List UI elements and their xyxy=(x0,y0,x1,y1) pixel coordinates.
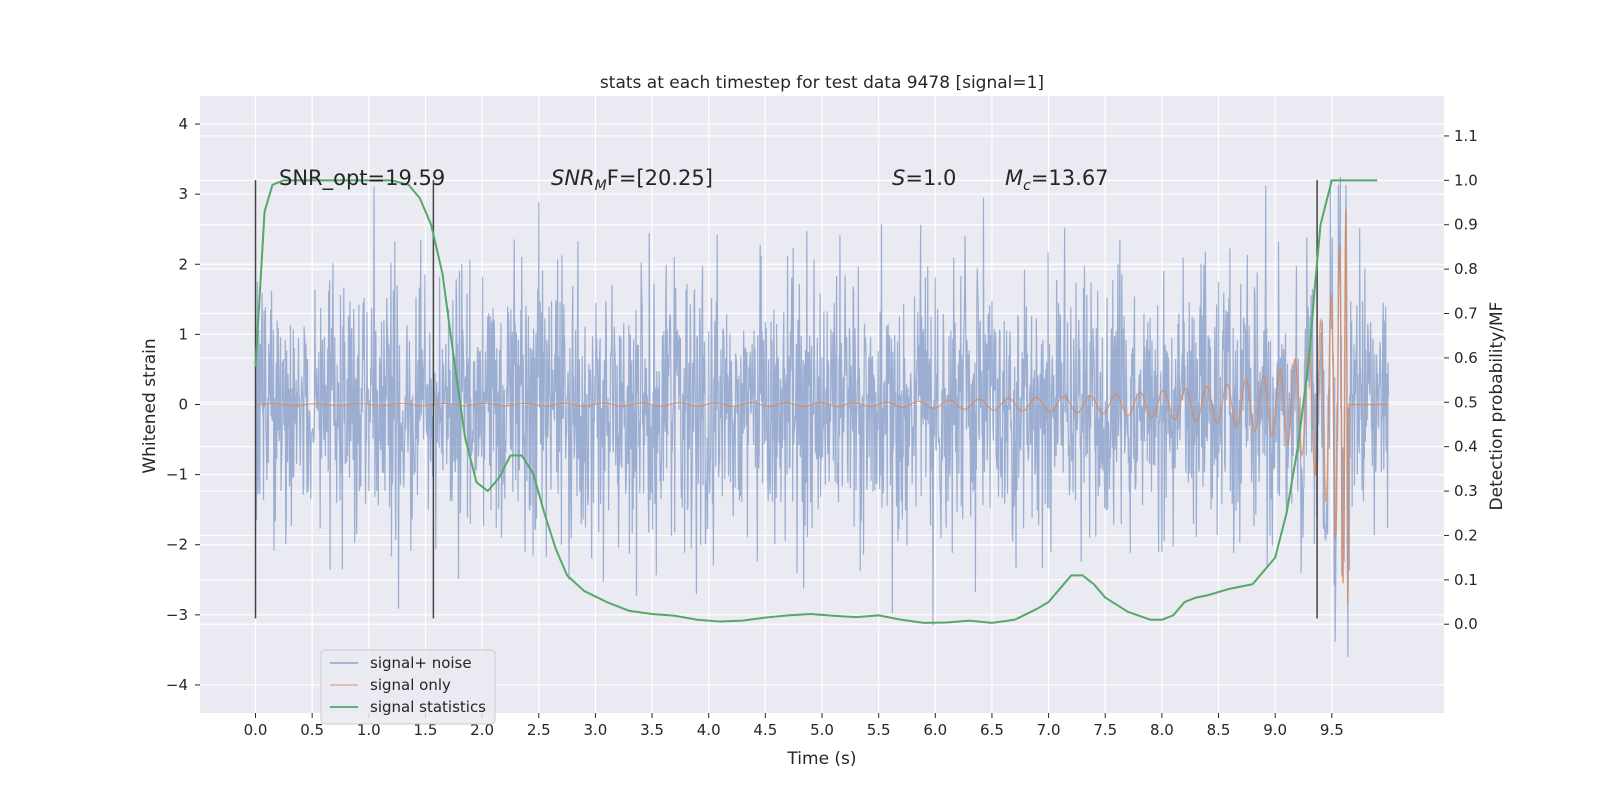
series-signal-noise-line xyxy=(254,176,1390,657)
x-axis-ticks: 0.0 0.5 1.0 1.5 2.0 2.5 3.0 3.5 4.0 4.5 5.0 5.5 6.0 6… xyxy=(244,713,1344,739)
y-left-tick-label: 4 xyxy=(178,115,188,133)
annotation-s-symbol: S xyxy=(892,166,905,190)
annotation-s: S=1.0 xyxy=(892,166,956,190)
annotation-snr-mf: SNRMF=[20.25] xyxy=(551,166,713,194)
legend-label-signal-only: signal only xyxy=(370,676,451,694)
annotation-snr-mf-sub: M xyxy=(595,178,607,194)
legend-label-statistics: signal statistics xyxy=(370,698,486,716)
chart-title: stats at each timestep for test data 947… xyxy=(600,73,1044,93)
series-statistics-line xyxy=(254,179,1378,624)
y-right-tick-label: 0.4 xyxy=(1454,438,1478,456)
x-tick-label: 0.0 xyxy=(244,721,268,739)
legend-label-signal-noise: signal+ noise xyxy=(370,654,472,672)
legend-box xyxy=(320,649,496,725)
x-tick-label: 5.5 xyxy=(867,721,891,739)
y-right-tick-label: 1.1 xyxy=(1454,127,1478,145)
x-tick-label: 4.5 xyxy=(753,721,777,739)
x-tick-label: 7.5 xyxy=(1093,721,1117,739)
annotation-s-value: =1.0 xyxy=(905,166,956,190)
x-tick-label: 3.0 xyxy=(583,721,607,739)
y-right-tick-label: 0.5 xyxy=(1454,393,1478,411)
x-tick-label: 6.0 xyxy=(923,721,947,739)
statistics-series xyxy=(254,179,1378,624)
y-right-tick-label: 0.7 xyxy=(1454,305,1478,323)
x-tick-label: 7.0 xyxy=(1037,721,1061,739)
y-left-tick-label: 1 xyxy=(178,325,188,343)
y-right-tick-label: 1.0 xyxy=(1454,171,1478,189)
x-tick-label: 8.0 xyxy=(1150,721,1174,739)
y-left-axis-ticks: 4 3 2 1 0 −1 −2 −3 −4 xyxy=(166,115,200,694)
x-tick-label: 6.5 xyxy=(980,721,1004,739)
y-right-tick-label: 0.6 xyxy=(1454,349,1478,367)
x-tick-label: 0.5 xyxy=(300,721,324,739)
x-tick-label: 5.0 xyxy=(810,721,834,739)
y-left-tick-label: 0 xyxy=(178,396,188,414)
annotation-snr-opt: SNR_opt=19.59 xyxy=(279,166,445,191)
y-left-tick-label: 3 xyxy=(178,185,188,203)
x-tick-label: 2.5 xyxy=(527,721,551,739)
y-left-tick-label: −1 xyxy=(166,466,188,484)
y-right-tick-label: 0.3 xyxy=(1454,482,1478,500)
y-left-tick-label: 2 xyxy=(178,255,188,273)
x-tick-label: 1.0 xyxy=(357,721,381,739)
x-tick-label: 4.0 xyxy=(697,721,721,739)
x-tick-label: 2.0 xyxy=(470,721,494,739)
y-right-tick-label: 0.2 xyxy=(1454,526,1478,544)
y-right-axis-ticks: 1.1 1.0 0.9 0.8 0.7 0.6 0.5 0.4 0.3 0.2 0.1 0.0 xyxy=(1444,127,1478,633)
y-right-tick-label: 0.0 xyxy=(1454,615,1478,633)
y-left-tick-label: −2 xyxy=(166,536,188,554)
noise-series xyxy=(254,176,1390,657)
annotation-mc-symbol: M xyxy=(1005,166,1023,190)
x-tick-label: 9.0 xyxy=(1263,721,1287,739)
annotation-mc-sub: c xyxy=(1023,178,1031,194)
annotation-mc-value: =13.67 xyxy=(1031,166,1109,190)
x-axis-label: Time (s) xyxy=(786,749,856,769)
y-right-tick-label: 0.1 xyxy=(1454,571,1478,589)
x-tick-label: 1.5 xyxy=(414,721,438,739)
annotation-snr-mf-base: SNR xyxy=(551,166,595,190)
y-right-tick-label: 0.9 xyxy=(1454,216,1478,234)
y-left-tick-label: −3 xyxy=(166,606,188,624)
y-right-tick-label: 0.8 xyxy=(1454,260,1478,278)
annotation-snr-mf-rest: F=[20.25] xyxy=(607,166,713,190)
x-tick-label: 8.5 xyxy=(1207,721,1231,739)
y-right-axis-label: Detection probability/MF xyxy=(1487,302,1507,511)
series-signal-only-line xyxy=(255,209,1389,604)
x-tick-label: 9.5 xyxy=(1320,721,1344,739)
y-left-axis-label: Whitened strain xyxy=(140,338,160,473)
signal-series xyxy=(255,209,1389,604)
annotation-mc: Mc=13.67 xyxy=(1005,166,1109,194)
y-left-tick-label: −4 xyxy=(166,676,188,694)
x-tick-label: 3.5 xyxy=(640,721,664,739)
legend: signal+ noise signal only signal statist… xyxy=(320,649,496,725)
